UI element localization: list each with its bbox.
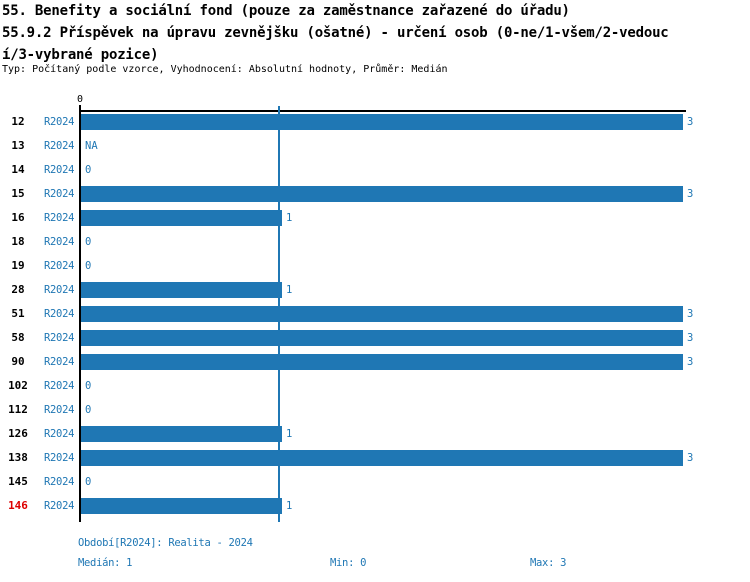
value-label: 1 [286,284,293,296]
chart-row-15: 15 R2024 3 [0,182,750,206]
row-period-label: R2024 [44,356,75,368]
row-id-label: 102 [8,379,28,392]
chart-row-126: 126 R2024 1 [0,422,750,446]
row-id-label: 14 [11,163,25,176]
value-label: 0 [85,380,92,392]
value-label: 0 [85,236,92,248]
x-axis-line [79,110,686,112]
value-bar [81,306,683,322]
value-bar [81,330,683,346]
page-title-line3: í/3-vybrané pozice) [2,47,159,63]
chart-row-90: 90 R2024 3 [0,350,750,374]
row-id-label: 51 [11,307,25,320]
value-bar [81,186,683,202]
chart-row-19: 19 R2024 0 [0,254,750,278]
chart-row-58: 58 R2024 3 [0,326,750,350]
row-id-label: 58 [11,331,25,344]
row-period-label: R2024 [44,164,75,176]
value-bar [81,498,282,514]
x-axis-tick-label-0: 0 [76,94,84,105]
row-period-label: R2024 [44,188,75,200]
footer-median: Medián: 1 [78,557,133,569]
value-label: 3 [687,308,694,320]
row-period-label: R2024 [44,140,75,152]
footer-max: Max: 3 [530,557,567,569]
chart-row-14: 14 R2024 0 [0,158,750,182]
value-label: 0 [85,260,92,272]
value-label: 3 [687,356,694,368]
value-bar [81,426,282,442]
row-id-label: 90 [11,355,25,368]
page-title-line2: 55.9.2 Příspěvek na úpravu zevnějšku (oš… [2,25,669,41]
value-label: 1 [286,500,293,512]
chart-subtitle: Typ: Počítaný podle vzorce, Vyhodnocení:… [2,64,448,75]
row-id-label: 16 [11,211,25,224]
row-id-label: 28 [11,283,25,296]
row-period-label: R2024 [44,500,75,512]
row-period-label: R2024 [44,284,75,296]
row-period-label: R2024 [44,116,75,128]
row-period-label: R2024 [44,476,75,488]
row-id-label: 112 [8,403,28,416]
row-period-label: R2024 [44,428,75,440]
row-id-label: 126 [8,427,28,440]
value-bar [81,450,683,466]
value-bar [81,210,282,226]
chart-row-145: 145 R2024 0 [0,470,750,494]
value-bar [81,282,282,298]
chart-row-16: 16 R2024 1 [0,206,750,230]
footer-period-info: Období[R2024]: Realita - 2024 [78,537,253,549]
row-id-label: 13 [11,139,25,152]
value-label: 3 [687,452,694,464]
value-label: 3 [687,116,694,128]
value-label: 0 [85,476,92,488]
chart-row-12: 12 R2024 3 [0,110,750,134]
chart-row-51: 51 R2024 3 [0,302,750,326]
bar-chart: 12 R2024 3 13 R2024 NA 14 R2024 0 15 R2024 3 16 R2024… [0,110,750,518]
value-label: 0 [85,164,92,176]
value-label: 3 [687,332,694,344]
y-axis-line [79,105,81,522]
row-id-label: 146 [8,499,28,512]
chart-row-146: 146 R2024 1 [0,494,750,518]
row-id-label: 12 [11,115,25,128]
value-label: 0 [85,404,92,416]
page-title-line1: 55. Benefity a sociální fond (pouze za z… [2,3,570,19]
row-id-label: 15 [11,187,25,200]
value-label: NA [85,140,98,152]
row-period-label: R2024 [44,332,75,344]
row-id-label: 145 [8,475,28,488]
chart-row-138: 138 R2024 3 [0,446,750,470]
value-label: 1 [286,212,293,224]
chart-row-28: 28 R2024 1 [0,278,750,302]
row-period-label: R2024 [44,260,75,272]
row-period-label: R2024 [44,404,75,416]
value-bar [81,354,683,370]
row-id-label: 138 [8,451,28,464]
footer-min: Min: 0 [330,557,367,569]
value-bar [81,114,683,130]
value-label: 1 [286,428,293,440]
chart-row-18: 18 R2024 0 [0,230,750,254]
row-period-label: R2024 [44,236,75,248]
row-period-label: R2024 [44,380,75,392]
value-label: 3 [687,188,694,200]
row-id-label: 19 [11,259,25,272]
row-id-label: 18 [11,235,25,248]
chart-row-112: 112 R2024 0 [0,398,750,422]
row-period-label: R2024 [44,212,75,224]
row-period-label: R2024 [44,308,75,320]
row-period-label: R2024 [44,452,75,464]
chart-row-102: 102 R2024 0 [0,374,750,398]
chart-row-13: 13 R2024 NA [0,134,750,158]
